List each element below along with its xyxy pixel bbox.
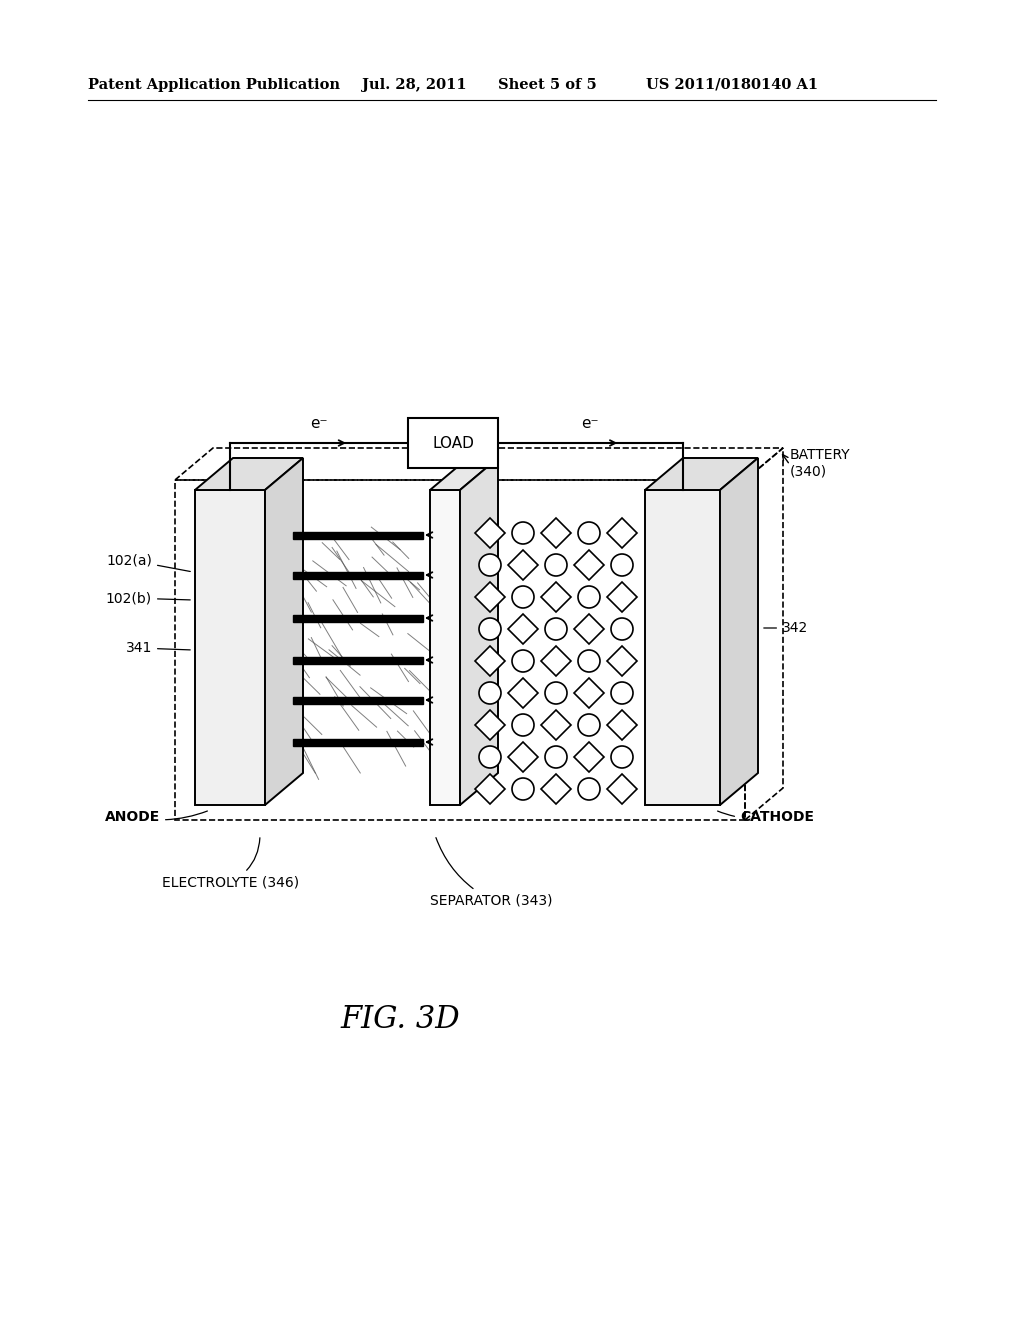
Circle shape [611,554,633,576]
Polygon shape [430,490,460,805]
Polygon shape [430,458,498,490]
Polygon shape [460,458,498,805]
Polygon shape [541,710,571,741]
Polygon shape [475,774,505,804]
Circle shape [545,682,567,704]
Text: Jul. 28, 2011: Jul. 28, 2011 [362,78,467,92]
Polygon shape [574,742,604,772]
Polygon shape [574,678,604,708]
Text: ANODE: ANODE [104,810,208,824]
Polygon shape [475,645,505,676]
Circle shape [545,746,567,768]
Circle shape [479,746,501,768]
Circle shape [512,586,534,609]
Polygon shape [195,490,265,805]
Circle shape [512,714,534,737]
Polygon shape [408,418,498,469]
Text: LOAD: LOAD [432,436,474,450]
Polygon shape [293,615,423,622]
Text: 342: 342 [764,620,808,635]
Polygon shape [541,517,571,548]
Circle shape [512,521,534,544]
Circle shape [578,586,600,609]
Polygon shape [574,550,604,579]
Circle shape [611,746,633,768]
Circle shape [611,682,633,704]
Polygon shape [293,697,423,704]
Circle shape [578,777,600,800]
Circle shape [545,618,567,640]
Text: e⁻: e⁻ [582,416,599,432]
Text: FIG. 3D: FIG. 3D [340,1005,460,1035]
Polygon shape [541,582,571,612]
Polygon shape [607,517,637,548]
Polygon shape [645,458,758,490]
Circle shape [512,777,534,800]
Polygon shape [607,645,637,676]
Polygon shape [607,710,637,741]
Text: 341: 341 [126,642,190,655]
Polygon shape [541,645,571,676]
Polygon shape [195,458,303,490]
Text: e⁻: e⁻ [310,416,328,432]
Polygon shape [508,678,538,708]
Text: Sheet 5 of 5: Sheet 5 of 5 [498,78,597,92]
Circle shape [578,649,600,672]
Polygon shape [508,614,538,644]
Polygon shape [607,582,637,612]
Polygon shape [293,532,423,539]
Polygon shape [720,458,758,805]
Text: ELECTROLYTE (346): ELECTROLYTE (346) [162,838,299,888]
Polygon shape [574,614,604,644]
Text: BATTERY
(340): BATTERY (340) [790,447,851,478]
Circle shape [512,649,534,672]
Text: US 2011/0180140 A1: US 2011/0180140 A1 [646,78,818,92]
Circle shape [479,554,501,576]
Text: 102(a): 102(a) [106,553,190,572]
Polygon shape [293,656,423,664]
Text: Patent Application Publication: Patent Application Publication [88,78,340,92]
Circle shape [479,682,501,704]
Polygon shape [293,738,423,746]
Polygon shape [541,774,571,804]
Circle shape [611,618,633,640]
Circle shape [578,714,600,737]
Text: 102(b): 102(b) [105,591,190,605]
Polygon shape [645,490,720,805]
Polygon shape [293,572,423,578]
Circle shape [545,554,567,576]
Polygon shape [475,710,505,741]
Polygon shape [508,550,538,579]
Polygon shape [265,458,303,805]
Polygon shape [508,742,538,772]
Polygon shape [475,517,505,548]
Text: SEPARATOR (343): SEPARATOR (343) [430,838,553,907]
Text: CATHODE: CATHODE [718,810,814,824]
Circle shape [479,618,501,640]
Polygon shape [475,582,505,612]
Circle shape [578,521,600,544]
Polygon shape [607,774,637,804]
